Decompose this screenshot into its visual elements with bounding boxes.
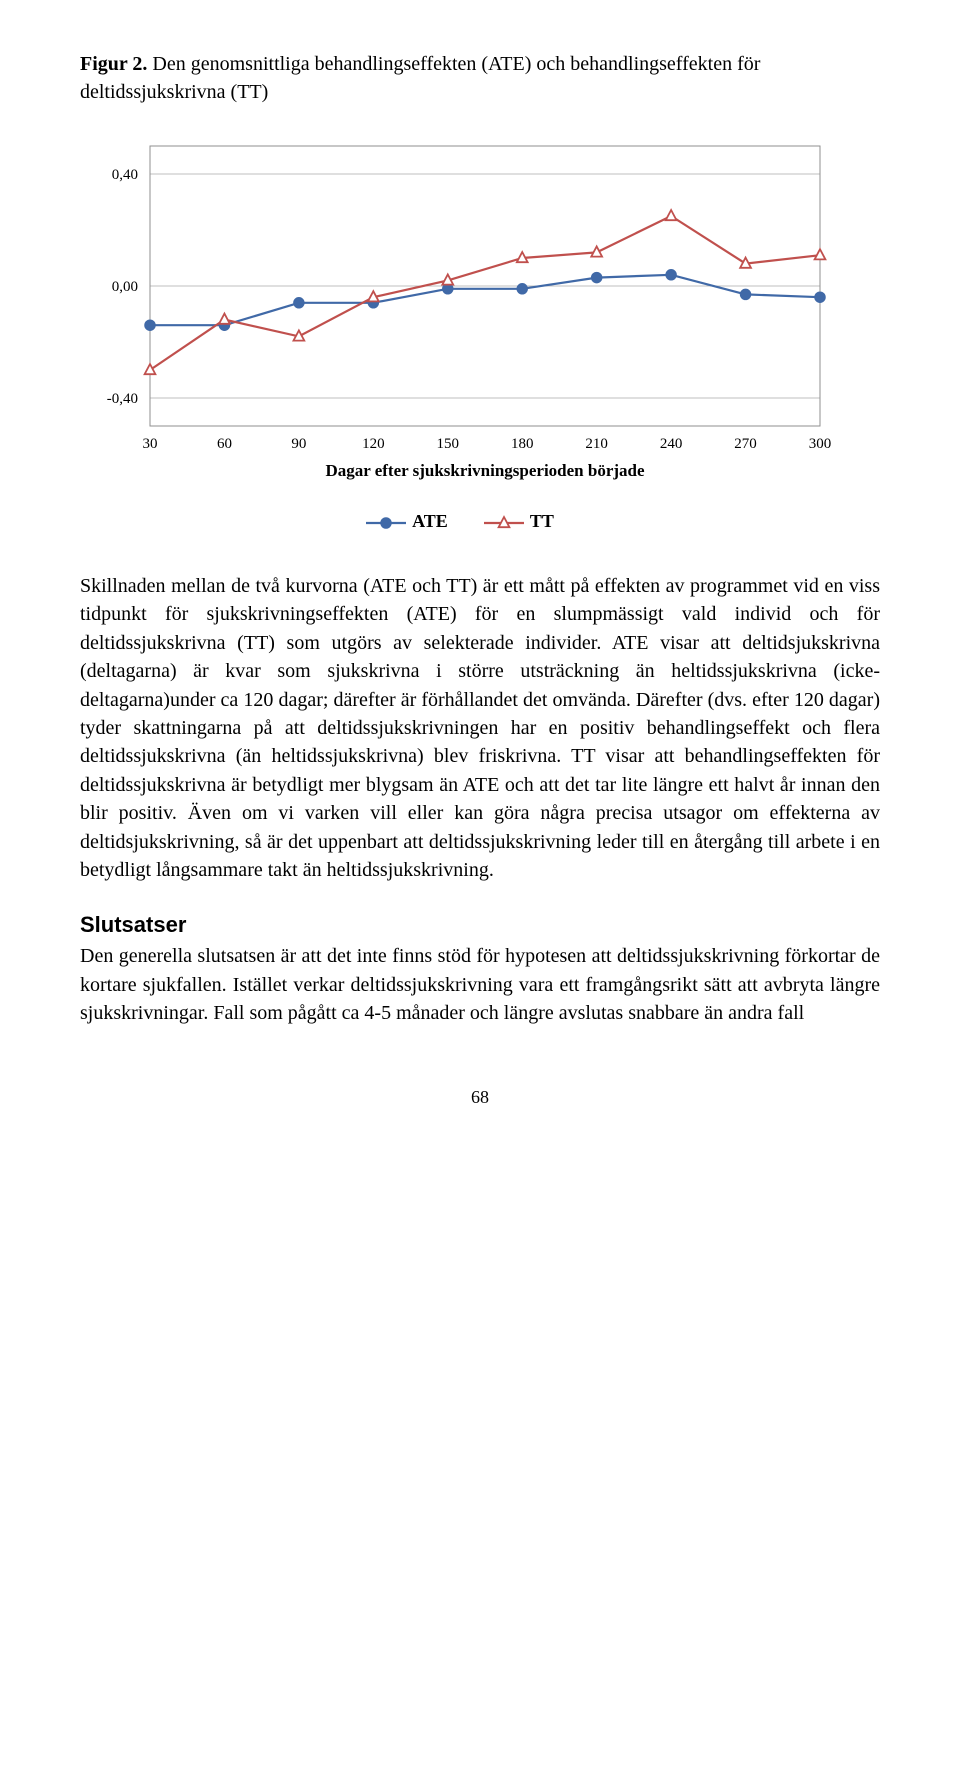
svg-text:Dagar efter sjukskrivningsperi: Dagar efter sjukskrivningsperioden börja…: [325, 461, 645, 480]
svg-text:0,40: 0,40: [112, 167, 138, 183]
svg-text:60: 60: [217, 436, 232, 452]
legend-item: ATE: [366, 511, 448, 532]
figure-caption-text: Den genomsnittliga behandlingseffekten (…: [80, 53, 760, 103]
svg-text:0,00: 0,00: [112, 279, 138, 295]
svg-text:300: 300: [809, 436, 832, 452]
svg-text:210: 210: [585, 436, 608, 452]
page-number: 68: [80, 1087, 880, 1108]
svg-text:30: 30: [143, 436, 158, 452]
svg-text:90: 90: [291, 436, 306, 452]
svg-text:180: 180: [511, 436, 534, 452]
figure-caption: Figur 2. Den genomsnittliga behandlingse…: [80, 50, 880, 106]
svg-text:240: 240: [660, 436, 683, 452]
svg-text:270: 270: [734, 436, 757, 452]
chart-svg: 30 60 90 120 150 180 210 240 270 300 -0,40 0,00 0,40…: [80, 126, 840, 506]
svg-text:150: 150: [437, 436, 460, 452]
svg-text:-0,40: -0,40: [107, 391, 138, 407]
legend-label: TT: [530, 511, 554, 531]
svg-text:120: 120: [362, 436, 385, 452]
chart-legend: ATE TT: [80, 511, 840, 532]
section-paragraph-1: Den generella slutsatsen är att det inte…: [80, 942, 880, 1027]
figure-label: Figur 2.: [80, 53, 147, 75]
line-chart: 30 60 90 120 150 180 210 240 270 300 -0,40 0,00 0,40…: [80, 126, 840, 532]
section-heading-slutsatser: Slutsatser: [80, 912, 880, 938]
body-paragraph-1: Skillnaden mellan de två kurvorna (ATE o…: [80, 572, 880, 884]
legend-item: TT: [484, 511, 554, 532]
legend-label: ATE: [412, 511, 448, 531]
